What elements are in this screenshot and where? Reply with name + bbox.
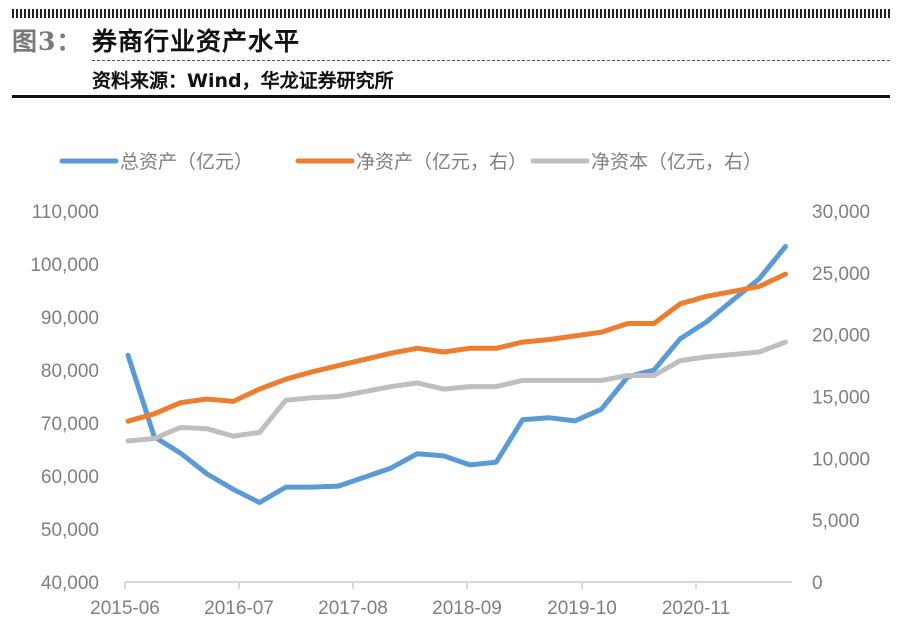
y-right-tick-label: 10,000	[812, 449, 870, 470]
header-rule	[12, 95, 890, 98]
source-note: 资料来源：Wind，华龙证券研究所	[92, 70, 394, 92]
x-tick-label: 2019-10	[547, 598, 617, 619]
x-tick-label: 2016-07	[204, 598, 274, 619]
y-left-tick-label: 60,000	[41, 467, 99, 488]
x-tick-label: 2020-11	[662, 598, 730, 619]
y-left-tick-label: 80,000	[41, 361, 99, 382]
y-right-tick-label: 30,000	[812, 202, 870, 223]
y-right-tick-label: 20,000	[812, 326, 870, 347]
y-right-tick-label: 15,000	[812, 388, 870, 409]
series-line-3	[125, 339, 788, 444]
legend-label-2: 净资产（亿元，右）	[356, 151, 527, 173]
figure-label: 图3：	[12, 27, 83, 56]
y-right-tick-label: 0	[812, 573, 823, 594]
y-left-tick-label: 100,000	[30, 255, 99, 276]
y-left-tick-label: 50,000	[41, 520, 99, 541]
figure-title: 券商行业资产水平	[92, 27, 301, 56]
y-right-tick-label: 25,000	[812, 264, 870, 285]
y-left-tick-label: 70,000	[41, 414, 99, 435]
legend-label-3: 净资本（亿元，右）	[591, 151, 762, 173]
x-tick-label: 2018-09	[432, 598, 502, 619]
legend-label-1: 总资产（亿元）	[120, 151, 253, 173]
decorative-dotted-bar	[12, 9, 890, 18]
series-line-2	[125, 271, 788, 424]
y-left-tick-label: 40,000	[41, 573, 99, 594]
dashed-divider	[92, 60, 890, 61]
y-left-tick-label: 110,000	[32, 202, 99, 223]
series-line-1	[125, 244, 788, 505]
x-tick-label: 2017-08	[318, 598, 388, 619]
x-tick-label: 2015-06	[90, 598, 160, 619]
y-left-tick-label: 90,000	[41, 308, 99, 329]
y-right-tick-label: 5,000	[812, 511, 860, 532]
